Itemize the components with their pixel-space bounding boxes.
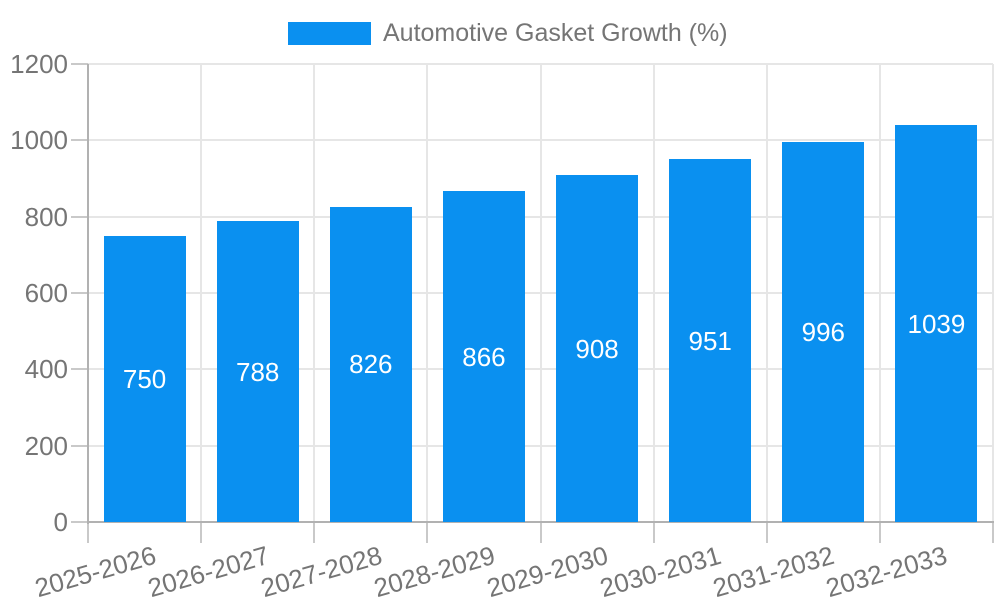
gridline-vertical bbox=[313, 64, 316, 522]
y-axis-label: 800 bbox=[24, 201, 68, 232]
x-axis-tick bbox=[992, 522, 994, 543]
bar-value-label: 866 bbox=[462, 341, 506, 372]
bar-value-label: 788 bbox=[235, 356, 280, 387]
gridline-vertical bbox=[652, 64, 655, 522]
x-axis-tick bbox=[539, 522, 542, 543]
gridline-vertical bbox=[878, 64, 881, 522]
gridline-vertical bbox=[992, 64, 994, 522]
bar-2030-2031[interactable] bbox=[669, 159, 752, 522]
gridline-vertical bbox=[200, 64, 203, 522]
bar-value-label: 826 bbox=[349, 349, 393, 380]
gridline-vertical bbox=[765, 64, 768, 522]
bar-value-label: 750 bbox=[122, 363, 167, 394]
y-axis-label: 600 bbox=[24, 278, 68, 308]
y-axis-tick bbox=[71, 139, 88, 142]
x-axis-tick bbox=[426, 522, 429, 543]
x-axis-tick bbox=[87, 522, 89, 543]
bar-2025-2026[interactable] bbox=[103, 235, 186, 522]
bar-2032-2033[interactable] bbox=[895, 125, 978, 522]
bar-2026-2027[interactable] bbox=[216, 221, 299, 522]
bar-2028-2029[interactable] bbox=[442, 191, 525, 522]
x-axis-tick bbox=[313, 522, 316, 543]
y-axis-tick bbox=[71, 215, 88, 218]
legend[interactable]: Automotive Gasket Growth (%) bbox=[288, 19, 728, 48]
bar-value-label: 908 bbox=[575, 333, 619, 364]
bar-2031-2032[interactable] bbox=[782, 141, 865, 522]
y-axis-label: 200 bbox=[24, 430, 68, 461]
y-axis-tick bbox=[71, 521, 88, 523]
y-axis-tick bbox=[71, 368, 88, 371]
bar-value-label: 996 bbox=[801, 316, 845, 347]
y-axis-tick bbox=[71, 444, 88, 447]
bar-value-label: 1039 bbox=[907, 308, 966, 339]
bar-2029-2030[interactable] bbox=[556, 175, 639, 522]
legend-swatch bbox=[288, 22, 371, 45]
y-axis-tick bbox=[71, 63, 88, 65]
legend-label: Automotive Gasket Growth (%) bbox=[383, 19, 728, 47]
x-axis-line bbox=[87, 521, 994, 523]
y-axis-label: 1000 bbox=[10, 125, 68, 156]
x-axis-tick bbox=[652, 522, 655, 543]
gridline-vertical bbox=[539, 64, 542, 522]
y-axis-label: 0 bbox=[53, 507, 68, 537]
y-axis-tick bbox=[71, 292, 88, 294]
bar-2027-2028[interactable] bbox=[329, 206, 412, 522]
x-axis-tick bbox=[200, 522, 203, 543]
gridline-vertical bbox=[426, 64, 429, 522]
y-axis-label: 1200 bbox=[10, 49, 68, 79]
y-axis-label: 400 bbox=[24, 354, 68, 385]
bar-value-label: 951 bbox=[688, 325, 732, 356]
x-axis-tick bbox=[765, 522, 768, 543]
x-axis-tick bbox=[878, 522, 881, 543]
y-axis-line bbox=[87, 64, 89, 524]
